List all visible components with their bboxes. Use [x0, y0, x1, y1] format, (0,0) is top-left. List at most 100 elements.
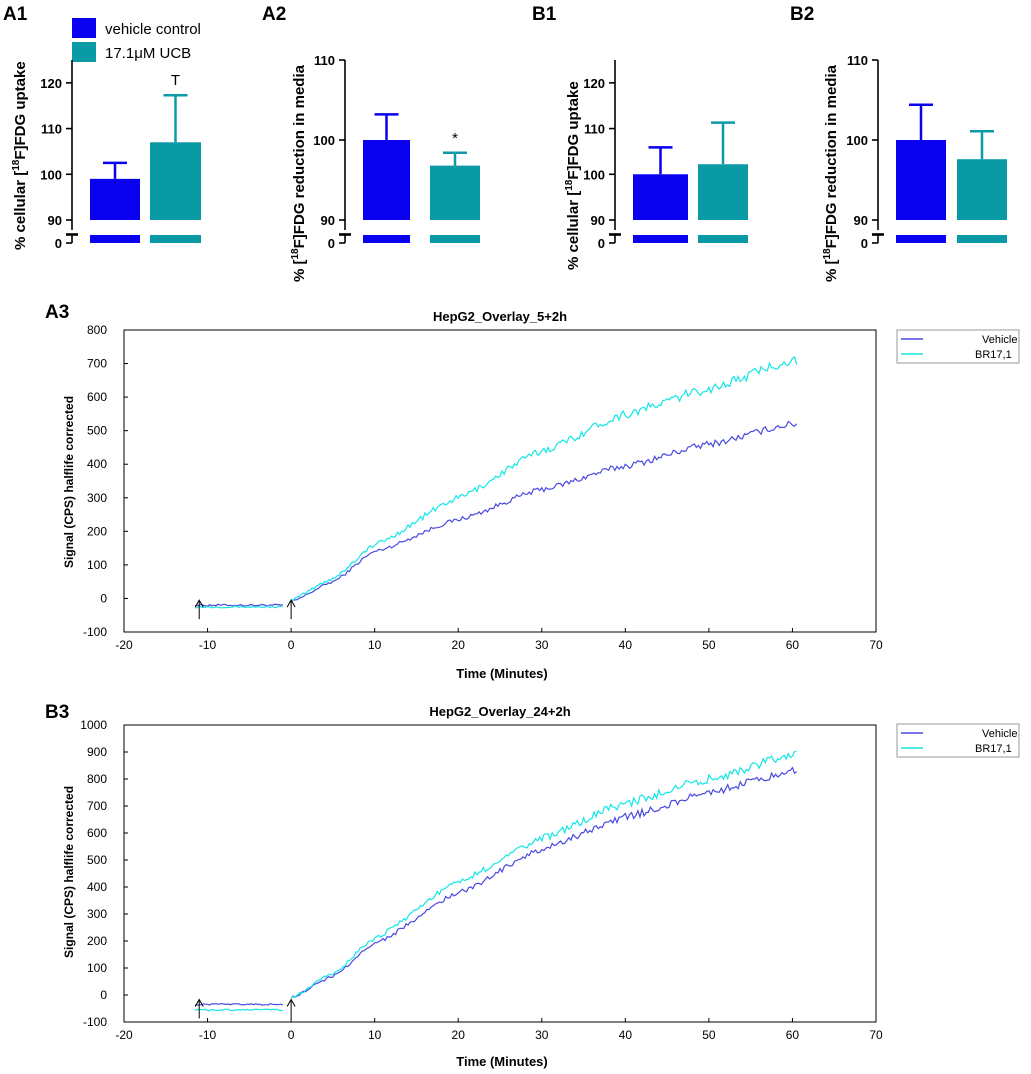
ylabel-a2-prefix: % [	[291, 259, 308, 282]
bar-stub-b1-1	[698, 235, 748, 243]
xtick-label-a3-10: 10	[368, 638, 382, 652]
ytick-label-a3-800: 800	[87, 323, 107, 337]
ytick-label-zero-b1: 0	[598, 236, 605, 251]
series-a3-1	[290, 356, 798, 602]
ytick-label-b2-100: 100	[846, 133, 868, 148]
line-chart-b3: -10001002003004005006007008009001000-20-…	[80, 718, 883, 1042]
xtick-label-b3-50: 50	[702, 1028, 716, 1042]
ytick-label-b3-400: 400	[87, 880, 107, 894]
line-legend-label-vehicle-a3: Vehicle	[982, 334, 1017, 346]
legend-swatch-ucb	[72, 42, 96, 62]
xtick-label-a3-70: 70	[869, 638, 883, 652]
line-legend-label-br-a3: BR17,1	[975, 349, 1012, 361]
bar-b2-0	[896, 140, 946, 220]
ylabel-a2: % [18F]FDG reduction in media	[290, 64, 308, 282]
line-ylabel-b3: Signal (CPS) halflife corrected	[62, 786, 76, 958]
bar-stub-b2-1	[957, 235, 1007, 243]
plot-frame-b3	[123, 724, 877, 1023]
xtick-label-a3-0: 0	[288, 638, 295, 652]
ytick-label-b3-600: 600	[87, 826, 107, 840]
ytick-label-a3-700: 700	[87, 357, 107, 371]
panel-label-a1: A1	[3, 4, 28, 25]
ytick-label-b3-900: 900	[87, 745, 107, 759]
bar-stub-a1-0	[90, 235, 140, 243]
ytick-label-b3-0: 0	[100, 988, 107, 1002]
ytick-label-a3-400: 400	[87, 457, 107, 471]
series-a3-0-baseline	[194, 603, 283, 607]
line-legend-a3: Vehicle BR17,1	[896, 329, 1020, 364]
ytick-label-a1-100: 100	[40, 167, 62, 182]
bar-a2-1	[430, 165, 480, 220]
ytick-label-a3-600: 600	[87, 390, 107, 404]
line-xlabel-a3: Time (Minutes)	[456, 666, 548, 681]
xtick-label-a3-20: 20	[452, 638, 466, 652]
series-b3-1-baseline	[194, 1008, 283, 1012]
xtick-label-b3-70: 70	[869, 1028, 883, 1042]
xtick-label-a3-40: 40	[619, 638, 633, 652]
significance-a1-1: T	[171, 72, 180, 89]
ytick-label-b3-700: 700	[87, 799, 107, 813]
ytick-label-b3-100: 100	[87, 961, 107, 975]
ylabel-b2-suffix: F]FDG reduction in media	[823, 64, 840, 248]
bar-b1-1	[698, 164, 748, 220]
ytick-label-zero-a2: 0	[328, 236, 335, 251]
ytick-label-b3-800: 800	[87, 772, 107, 786]
bar-a1-0	[90, 178, 140, 220]
injection-arrowhead-b3-1	[286, 998, 296, 1007]
ylabel-b1-prefix: % cellular [	[565, 191, 582, 270]
ytick-label-b3-300: 300	[87, 907, 107, 921]
injection-arrowhead-a3-1	[286, 599, 296, 608]
ytick-label-b1-120: 120	[583, 76, 605, 91]
ylabel-b1-suffix: F]FDG uptake	[565, 81, 582, 179]
xtick-label-b3-0: 0	[288, 1028, 295, 1042]
ylabel-b1: % cellular [18F]FDG uptake	[564, 81, 582, 270]
xtick-label-b3--20: -20	[115, 1028, 133, 1042]
ytick-label-b3-500: 500	[87, 853, 107, 867]
bar-stub-b1-0	[633, 235, 688, 243]
ytick-label-a3-0: 0	[100, 591, 107, 605]
ytick-label-b2-110: 110	[847, 53, 868, 68]
xtick-label-b3-30: 30	[535, 1028, 549, 1042]
ylabel-a1: % cellular [18F]FDG uptake	[11, 61, 29, 250]
line-title-b3: HepG2_Overlay_24+2h	[429, 704, 570, 719]
ytick-label-a2-110: 110	[314, 53, 335, 68]
injection-arrowhead-a3-0	[194, 599, 204, 608]
ytick-label-a3-500: 500	[87, 424, 107, 438]
panel-label-b1: B1	[532, 4, 557, 25]
ylabel-a1-suffix: F]FDG uptake	[12, 61, 29, 159]
ylabel-b2-prefix: % [	[823, 259, 840, 282]
xtick-label-a3-60: 60	[786, 638, 800, 652]
series-b3-0	[290, 766, 797, 999]
bar-stub-a2-1	[430, 235, 480, 243]
ytick-label-a3--100: -100	[83, 625, 107, 639]
ylabel-a1-sup: 18	[11, 159, 22, 171]
bar-a1-1	[150, 142, 201, 220]
bar-stub-b2-0	[896, 235, 946, 243]
panel-label-a3: A3	[45, 302, 69, 323]
bar-b2-1	[957, 159, 1007, 220]
ytick-label-b3-200: 200	[87, 934, 107, 948]
ylabel-a2-sup: 18	[290, 248, 301, 260]
bar-stub-a1-1	[150, 235, 201, 243]
series-a3-1-baseline	[194, 605, 283, 609]
ytick-label-b1-90: 90	[591, 213, 605, 228]
ytick-label-zero-b2: 0	[861, 236, 868, 251]
legend-swatch-vehicle	[72, 18, 96, 38]
xtick-label-a3-50: 50	[702, 638, 716, 652]
ytick-label-a3-200: 200	[87, 524, 107, 538]
panel-label-b2: B2	[790, 4, 814, 25]
line-legend-label-br-b3: BR17,1	[975, 743, 1012, 755]
plot-frame-a3	[123, 329, 877, 633]
ylabel-a2-suffix: F]FDG reduction in media	[291, 64, 308, 248]
significance-a2-1: *	[452, 130, 458, 147]
bar-b1-0	[633, 174, 688, 220]
xtick-label-a3-30: 30	[535, 638, 549, 652]
line-legend-box-a3	[896, 329, 1020, 364]
ytick-label-a1-120: 120	[40, 76, 62, 91]
line-legend-box-b3	[896, 723, 1020, 758]
ytick-label-a3-300: 300	[87, 491, 107, 505]
xtick-label-a3--10: -10	[199, 638, 217, 652]
line-title-a3: HepG2_Overlay_5+2h	[433, 309, 567, 324]
